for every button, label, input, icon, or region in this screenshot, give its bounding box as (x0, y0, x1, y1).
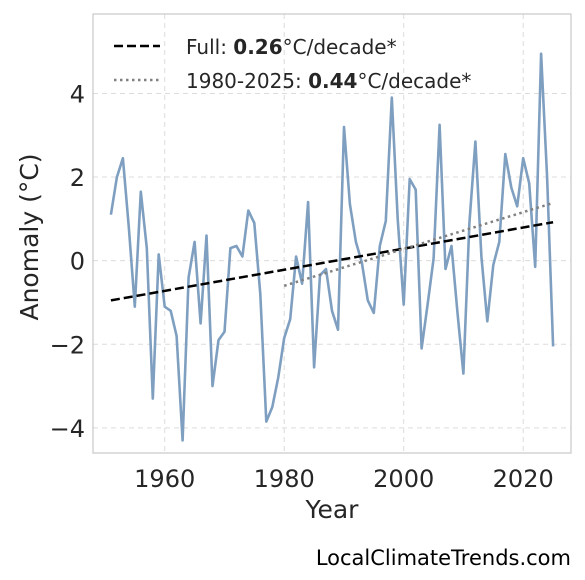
y-tick-label: 4 (70, 80, 85, 108)
x-axis-label: Year (305, 495, 360, 524)
legend-recent-prefix: 1980-2025: (186, 69, 308, 93)
site-credit: LocalClimateTrends.com (315, 546, 571, 570)
series-group (109, 52, 555, 442)
legend-full-suffix: °C/decade* (283, 35, 397, 59)
legend-recent-label: 1980-2025: 0.44°C/decade* (186, 69, 471, 93)
legend: Full: 0.26°C/decade* 1980-2025: 0.44°C/d… (114, 35, 471, 93)
trend-line-full (110, 220, 554, 302)
legend-full-label: Full: 0.26°C/decade* (186, 35, 397, 59)
x-tick-label: 2000 (373, 465, 434, 493)
y-tick-label: −2 (50, 331, 85, 359)
legend-full-prefix: Full: (186, 35, 233, 59)
y-tick-label: 0 (70, 248, 85, 276)
y-axis-label: Anomaly (°C) (15, 153, 44, 320)
trend-line-1980-2025 (283, 201, 554, 287)
legend-full-value: 0.26 (233, 35, 282, 59)
x-tick-labels: 1960 1980 2000 2020 (134, 465, 554, 493)
y-tick-labels: −4 −2 0 2 4 (50, 80, 85, 442)
x-tick-label: 1960 (134, 465, 195, 493)
plot-frame (92, 13, 572, 454)
y-tick-label: −4 (50, 415, 85, 443)
legend-recent-value: 0.44 (308, 69, 357, 93)
legend-recent-suffix: °C/decade* (357, 69, 471, 93)
x-tick-label: 2020 (493, 465, 554, 493)
x-tick-label: 1980 (254, 465, 315, 493)
anomaly-series-line (109, 52, 555, 442)
y-tick-label: 2 (70, 164, 85, 192)
